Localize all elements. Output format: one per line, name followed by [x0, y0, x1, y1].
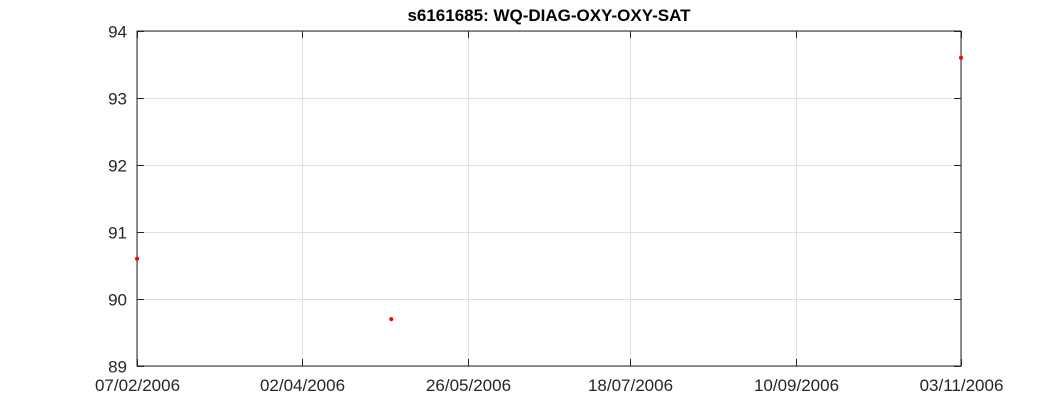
data-point	[389, 317, 394, 322]
x-tick-label: 26/05/2006	[426, 376, 511, 395]
x-tick-label: 10/09/2006	[754, 376, 839, 395]
y-tick-label: 90	[108, 291, 127, 310]
chart-title: s6161685: WQ-DIAG-OXY-OXY-SAT	[407, 6, 691, 25]
x-tick-label: 03/11/2006	[920, 376, 1004, 395]
axis-ticks	[137, 31, 962, 367]
data-point	[135, 256, 139, 261]
plot-area-border	[136, 30, 962, 367]
y-tick-label: 89	[108, 358, 127, 377]
x-tick-label: 02/04/2006	[260, 376, 345, 395]
x-tick-label: 18/07/2006	[588, 376, 673, 395]
x-tick-label: 07/02/2006	[95, 376, 180, 395]
y-tick-label: 93	[108, 90, 127, 109]
axis-tick-labels: 07/02/2006 02/04/2006 26/05/2006 18/07/2006…	[95, 23, 1003, 396]
y-tick-label: 91	[108, 224, 127, 243]
data-series	[135, 55, 963, 322]
y-tick-label: 92	[108, 157, 127, 176]
y-tick-label: 94	[108, 23, 127, 42]
data-point	[959, 55, 963, 60]
